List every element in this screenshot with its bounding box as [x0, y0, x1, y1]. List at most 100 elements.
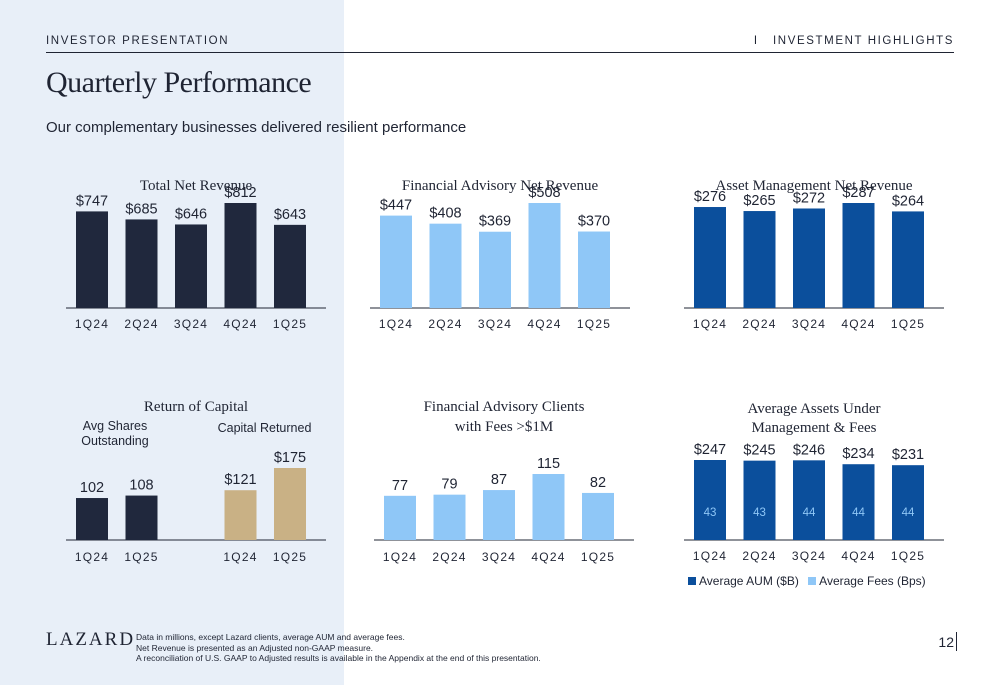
bar-value-label: 79: [441, 477, 457, 493]
bar-value-label: $646: [175, 206, 207, 222]
lazard-logo: LAZARD: [46, 629, 136, 650]
financial-advisory-net-revenue-plot: $447 1Q24 $408 2Q24 $369 3Q24 $508 4Q24 $370 1Q25: [370, 185, 630, 331]
total-net-revenue-plot: $747 1Q24 $685 2Q24 $646 3Q24 $812 4Q24 $643 1Q25: [66, 185, 326, 331]
x-tick-label: 2Q24: [124, 317, 158, 331]
bar: [582, 492, 614, 540]
bar-value-label: $272: [793, 190, 825, 206]
asset-management-net-revenue-chart: Asset Management Net Revenue $276 1Q24 $26…: [684, 176, 944, 336]
bar: [793, 208, 825, 308]
bar-value-label: $408: [429, 206, 461, 222]
bar: [274, 468, 306, 540]
x-tick-label: 2Q24: [428, 317, 462, 331]
bar: [224, 203, 257, 308]
bar: [479, 231, 511, 308]
bar: [76, 498, 108, 540]
x-tick-label: 4Q24: [841, 317, 875, 331]
bar-average-aum: [842, 464, 875, 540]
x-tick-label: 1Q24: [379, 317, 413, 331]
x-tick-label: 4Q24: [527, 317, 561, 331]
page-number: 12: [938, 634, 954, 650]
bar-value-label: $276: [694, 189, 726, 205]
footnote: A reconciliation of U.S. GAAP to Adjuste…: [136, 653, 541, 663]
header-divider: [46, 52, 954, 53]
chart-title: Asset Management Net Revenue: [715, 178, 913, 194]
x-tick-label: 1Q25: [891, 317, 925, 331]
bar-value-label: 102: [80, 480, 104, 496]
x-tick-label: 4Q24: [223, 317, 257, 331]
total-net-revenue-chart: Total Net Revenue $747 1Q24 $685 2Q24 $646 3Q…: [66, 176, 326, 336]
bar-average-aum: [694, 460, 726, 540]
bar: [483, 490, 515, 540]
x-tick-label: 1Q25: [891, 549, 925, 563]
legend-label: Average Fees (Bps): [819, 574, 926, 588]
page-title: Quarterly Performance: [46, 66, 312, 99]
x-tick-label: 3Q24: [792, 549, 826, 563]
bar-value-label: $247: [694, 442, 726, 458]
bar-average-aum: [793, 460, 825, 540]
x-tick-label: 3Q24: [482, 550, 516, 564]
bar-value-label: $234: [842, 446, 874, 462]
legend-swatch: [808, 576, 817, 585]
bar-average-aum: [892, 465, 924, 540]
average-aum-and-fees-chart: Average Assets Under Management & Fees $…: [684, 399, 944, 574]
page-subtitle: Our complementary businesses delivered r…: [46, 119, 467, 136]
bar-value-label: 82: [590, 475, 606, 491]
bar: [528, 203, 561, 308]
x-tick-label: 4Q24: [841, 549, 875, 563]
asset-management-net-revenue-plot: $276 1Q24 $265 2Q24 $272 3Q24 $287 4Q24 $264 1Q25: [684, 185, 944, 331]
bar-value-label: $370: [578, 214, 610, 230]
bar-value-label: $287: [842, 185, 874, 201]
bar: [532, 474, 565, 540]
x-tick-label: 2Q24: [432, 550, 466, 564]
chart-title: Financial Advisory Net Revenue: [401, 178, 599, 194]
capital-returned-label: Capital Returned: [217, 421, 312, 435]
bar-value-label: 87: [491, 472, 507, 488]
bar-value-label: $121: [224, 472, 256, 488]
bar-value-label: $264: [892, 193, 924, 209]
return-of-capital-plot: 102 1Q24 108 1Q25 $121 1Q24 $175 1Q25: [66, 450, 326, 564]
bar-value-label: $685: [125, 201, 157, 217]
bar-value-label: $747: [76, 193, 108, 209]
bar: [578, 231, 610, 308]
fee-value-label: 44: [803, 507, 816, 519]
x-tick-label: 4Q24: [531, 550, 565, 564]
legend-item-average-aum: Average AUM ($B): [688, 574, 799, 588]
x-tick-label: 1Q24: [693, 549, 727, 563]
header-section-title: I INVESTMENT HIGHLIGHTS: [753, 35, 954, 47]
fee-value-label: 44: [902, 507, 915, 519]
bar: [125, 495, 158, 540]
x-tick-label: 3Q24: [792, 317, 826, 331]
bar: [433, 494, 466, 540]
fee-value-label: 43: [704, 507, 717, 519]
financial-advisory-clients-chart: Financial Advisory Clients with Fees >$1…: [374, 397, 634, 572]
fee-value-label: 43: [753, 507, 766, 519]
chart-title-line-2: Management & Fees: [751, 420, 877, 436]
bar-value-label: $265: [743, 193, 775, 209]
bar-value-label: $231: [892, 447, 924, 463]
bar: [274, 224, 306, 308]
chart-title: Return of Capital: [143, 399, 249, 415]
chart-title-line-2: with Fees >$1M: [454, 419, 554, 435]
x-tick-label: 2Q24: [742, 549, 776, 563]
financial-advisory-clients-plot: 77 1Q24 79 2Q24 87 3Q24 115 4Q24 82 1Q25: [374, 456, 634, 564]
x-tick-label: 1Q25: [124, 550, 158, 564]
chart-title-line-1: Financial Advisory Clients: [423, 399, 585, 415]
x-tick-label: 2Q24: [742, 317, 776, 331]
x-tick-label: 1Q25: [581, 550, 615, 564]
return-of-capital-chart: Return of Capital Avg Shares Outstanding…: [66, 397, 326, 572]
aum-chart-legend: Average AUM ($B) Average Fees (Bps): [688, 574, 932, 588]
page-number-divider: [956, 632, 957, 651]
bar-value-label: $643: [274, 207, 306, 223]
bar-value-label: $508: [528, 185, 560, 201]
header-section-label: INVESTOR PRESENTATION: [46, 35, 230, 47]
bar-average-aum: [743, 460, 776, 540]
bar-value-label: 115: [537, 456, 560, 472]
bar: [694, 207, 726, 308]
bar: [224, 490, 257, 540]
bar-value-label: $246: [793, 442, 825, 458]
x-tick-label: 3Q24: [478, 317, 512, 331]
bar: [384, 495, 416, 540]
bar-value-label: $175: [274, 450, 306, 466]
x-tick-label: 1Q24: [383, 550, 417, 564]
x-tick-label: 1Q25: [577, 317, 611, 331]
